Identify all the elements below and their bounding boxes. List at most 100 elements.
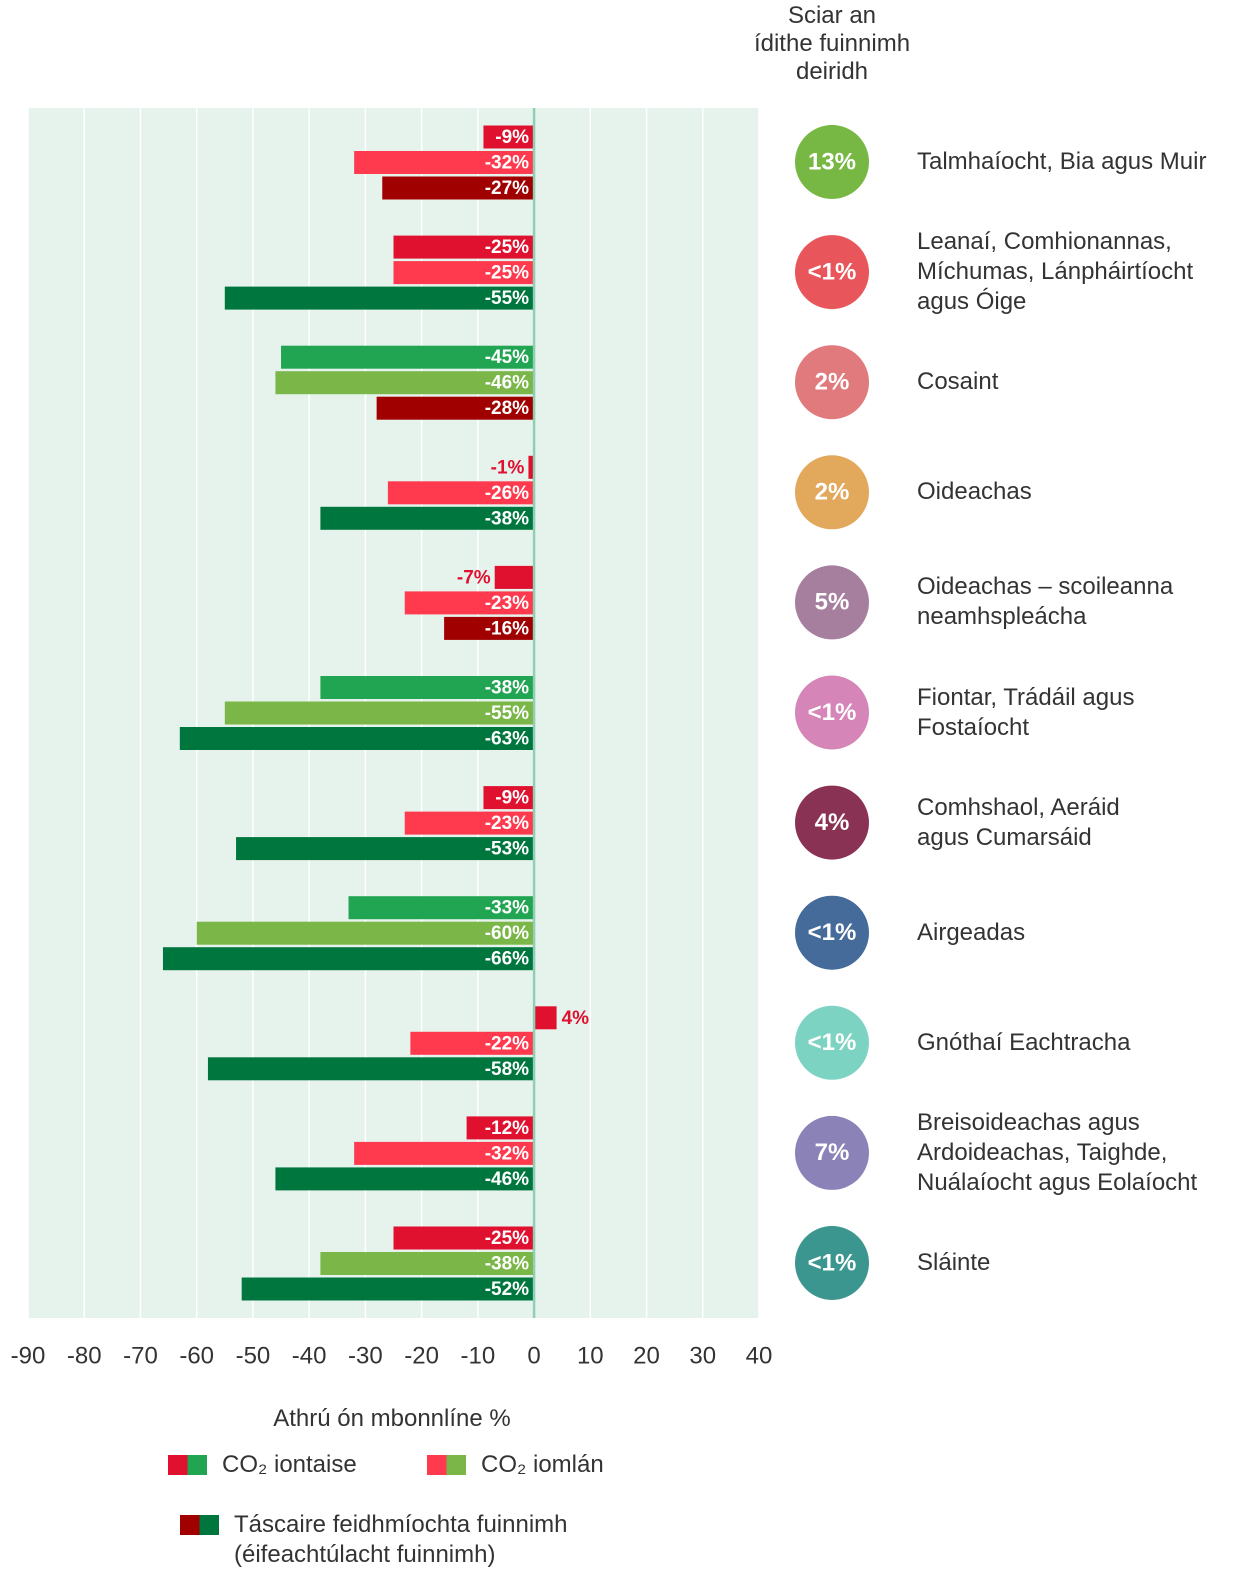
x-tick-label: 20 — [633, 1342, 660, 1369]
sector-label: Cosaint — [917, 368, 999, 396]
value-label: -28% — [485, 398, 529, 419]
value-label: -27% — [485, 178, 529, 199]
sector-label: Gnóthaí Eachtracha — [917, 1028, 1131, 1056]
bar — [354, 1141, 535, 1165]
value-label: -23% — [485, 813, 529, 834]
bar — [528, 455, 535, 479]
x-tick-label: -90 — [11, 1342, 46, 1369]
value-label: -38% — [485, 678, 529, 699]
value-label: -9% — [495, 788, 529, 809]
bar — [320, 1252, 535, 1275]
share-circle — [795, 1226, 869, 1300]
legend-swatch — [180, 1515, 200, 1535]
share-circle — [795, 1115, 869, 1190]
share-circle — [795, 125, 869, 199]
bar — [393, 235, 535, 259]
sector-label: Oideachas — [917, 478, 1032, 506]
bar — [236, 837, 535, 861]
share-label: 5% — [815, 589, 850, 616]
value-label: -52% — [485, 1279, 529, 1300]
legend-label: CO₂ iontaise — [222, 1451, 357, 1478]
legend-swatch — [446, 1455, 466, 1475]
share-label: 4% — [815, 809, 850, 836]
value-label: 4% — [562, 1008, 590, 1029]
x-tick-label: -70 — [123, 1342, 158, 1369]
share-circle — [795, 565, 869, 640]
sector-label: Sláinte — [917, 1249, 991, 1276]
sector-label: Leanaí, Comhionannas, Míchumas, Lánpháir… — [917, 228, 1194, 316]
bar — [320, 676, 535, 699]
value-label: -38% — [485, 1254, 529, 1275]
x-tick-label: 10 — [577, 1342, 604, 1369]
share-label: <1% — [808, 699, 857, 726]
sector-label: Oideachas – scoileanna neamhspleácha — [917, 573, 1174, 631]
share-label: <1% — [808, 1249, 857, 1276]
share-circle — [795, 675, 869, 750]
value-label: -38% — [485, 508, 529, 529]
value-label: -66% — [485, 949, 529, 970]
bar — [483, 125, 535, 149]
share-label: 2% — [815, 479, 850, 506]
value-label: -1% — [491, 457, 525, 478]
share-circle — [795, 345, 869, 420]
x-axis-label: Athrú ón mbonnlíne % — [273, 1405, 511, 1432]
value-label: -25% — [485, 1228, 529, 1249]
value-label: -60% — [485, 923, 529, 944]
x-tick-label: -10 — [461, 1342, 496, 1369]
bar — [483, 786, 535, 810]
bar — [393, 261, 535, 285]
x-tick-label: -50 — [236, 1342, 271, 1369]
bar — [281, 345, 535, 369]
value-label: -16% — [485, 618, 529, 639]
value-label: -63% — [485, 729, 529, 750]
legend-swatch — [168, 1455, 188, 1475]
bar — [354, 151, 535, 174]
value-label: -32% — [485, 1143, 529, 1164]
legend-label: CO₂ iomlán — [481, 1451, 604, 1478]
bar — [410, 1031, 535, 1055]
legend-swatch — [187, 1455, 207, 1475]
x-tick-label: 0 — [527, 1342, 540, 1369]
value-label: -9% — [495, 127, 529, 148]
x-tick-label: -60 — [179, 1342, 214, 1369]
bar — [404, 591, 535, 615]
value-label: -22% — [485, 1033, 529, 1054]
sector-label: Fiontar, Trádáil agus Fostaíocht — [917, 683, 1135, 741]
share-label: <1% — [808, 258, 857, 285]
share-circle — [795, 895, 869, 970]
share-circle — [795, 235, 869, 310]
sector-label: Comhshaol, Aeráid agus Cumarsáid — [917, 793, 1120, 851]
share-circle — [795, 455, 869, 530]
value-label: -53% — [485, 839, 529, 860]
value-label: -32% — [485, 153, 529, 174]
bar — [387, 481, 535, 505]
value-label: -46% — [485, 1169, 529, 1190]
value-label: -55% — [485, 703, 529, 724]
legend-swatch — [199, 1515, 219, 1535]
bar — [275, 371, 535, 395]
bar — [224, 701, 535, 725]
bar — [348, 896, 535, 920]
value-label: -26% — [485, 483, 529, 504]
bar — [444, 616, 535, 640]
bar — [179, 727, 535, 750]
bar — [466, 1116, 535, 1140]
value-label: -12% — [485, 1118, 529, 1139]
value-label: -23% — [485, 593, 529, 614]
sector-label: Breisoideachas agus Ardoideachas, Taighd… — [917, 1108, 1198, 1196]
x-tick-label: -80 — [67, 1342, 102, 1369]
x-tick-label: -20 — [404, 1342, 439, 1369]
share-label: 2% — [815, 369, 850, 396]
bar — [404, 811, 535, 835]
bar — [382, 176, 535, 200]
bar — [275, 1167, 535, 1191]
bar — [494, 565, 535, 589]
value-label: -7% — [457, 567, 491, 588]
value-label: -55% — [485, 288, 529, 309]
value-label: -45% — [485, 347, 529, 368]
bar — [376, 396, 535, 420]
sector-label: Airgeadas — [917, 918, 1026, 946]
bar — [534, 1006, 557, 1030]
